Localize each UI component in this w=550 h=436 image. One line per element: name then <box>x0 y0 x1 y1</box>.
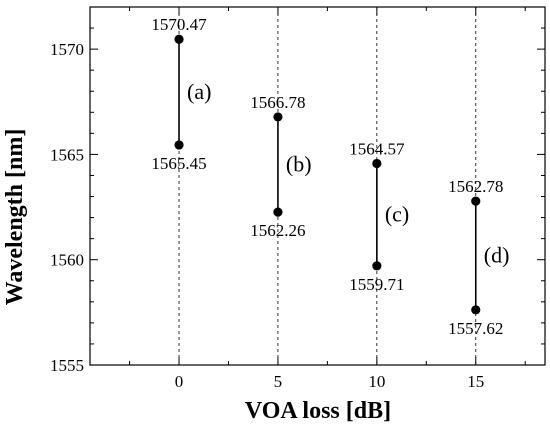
lower-value-label-1: 1562.26 <box>250 221 305 240</box>
y-tick-label-1560: 1560 <box>50 251 84 270</box>
y-tick-label-1565: 1565 <box>50 145 84 164</box>
group-label-0: (a) <box>187 79 211 104</box>
lower-point-1 <box>273 207 283 217</box>
upper-value-label-2: 1564.57 <box>349 139 405 158</box>
upper-point-0 <box>174 34 184 44</box>
grid-lines <box>178 7 477 365</box>
lower-point-3 <box>471 305 481 315</box>
lower-value-label-2: 1559.71 <box>349 275 404 294</box>
lower-point-0 <box>174 140 184 150</box>
y-tick-label-1555: 1555 <box>50 356 84 375</box>
upper-value-label-3: 1562.78 <box>448 177 503 196</box>
y-tick-label-1570: 1570 <box>50 40 84 59</box>
data-labels: 1570.47 1565.45 (a) 1566.78 1562.26 (b) 1564.5… <box>151 15 509 338</box>
lower-value-label-3: 1557.62 <box>448 319 503 338</box>
group-label-2: (c) <box>385 202 409 227</box>
x-tick-label-0: 0 <box>175 372 184 391</box>
upper-value-label-0: 1570.47 <box>151 15 207 34</box>
upper-point-1 <box>273 112 283 122</box>
group-label-3: (d) <box>484 242 510 267</box>
plot-border <box>89 6 546 366</box>
data-points <box>174 34 481 315</box>
lower-point-2 <box>372 261 382 271</box>
x-tick-label-5: 5 <box>274 372 283 391</box>
upper-point-3 <box>471 196 481 206</box>
x-axis-title: VOA loss [dB] <box>245 398 391 424</box>
x-tick-label-10: 10 <box>368 372 385 391</box>
upper-value-label-1: 1566.78 <box>250 93 305 112</box>
y-axis-title: Wavelength [nm] <box>2 129 28 306</box>
range-lines <box>178 39 477 310</box>
x-tick-label-15: 15 <box>467 372 484 391</box>
group-label-1: (b) <box>286 152 312 177</box>
lower-value-label-0: 1565.45 <box>151 154 206 173</box>
upper-point-2 <box>372 158 382 169</box>
plot-frame <box>89 6 546 366</box>
axis-ticks: 1555 1560 1565 1570 0 5 10 15 <box>50 6 545 391</box>
